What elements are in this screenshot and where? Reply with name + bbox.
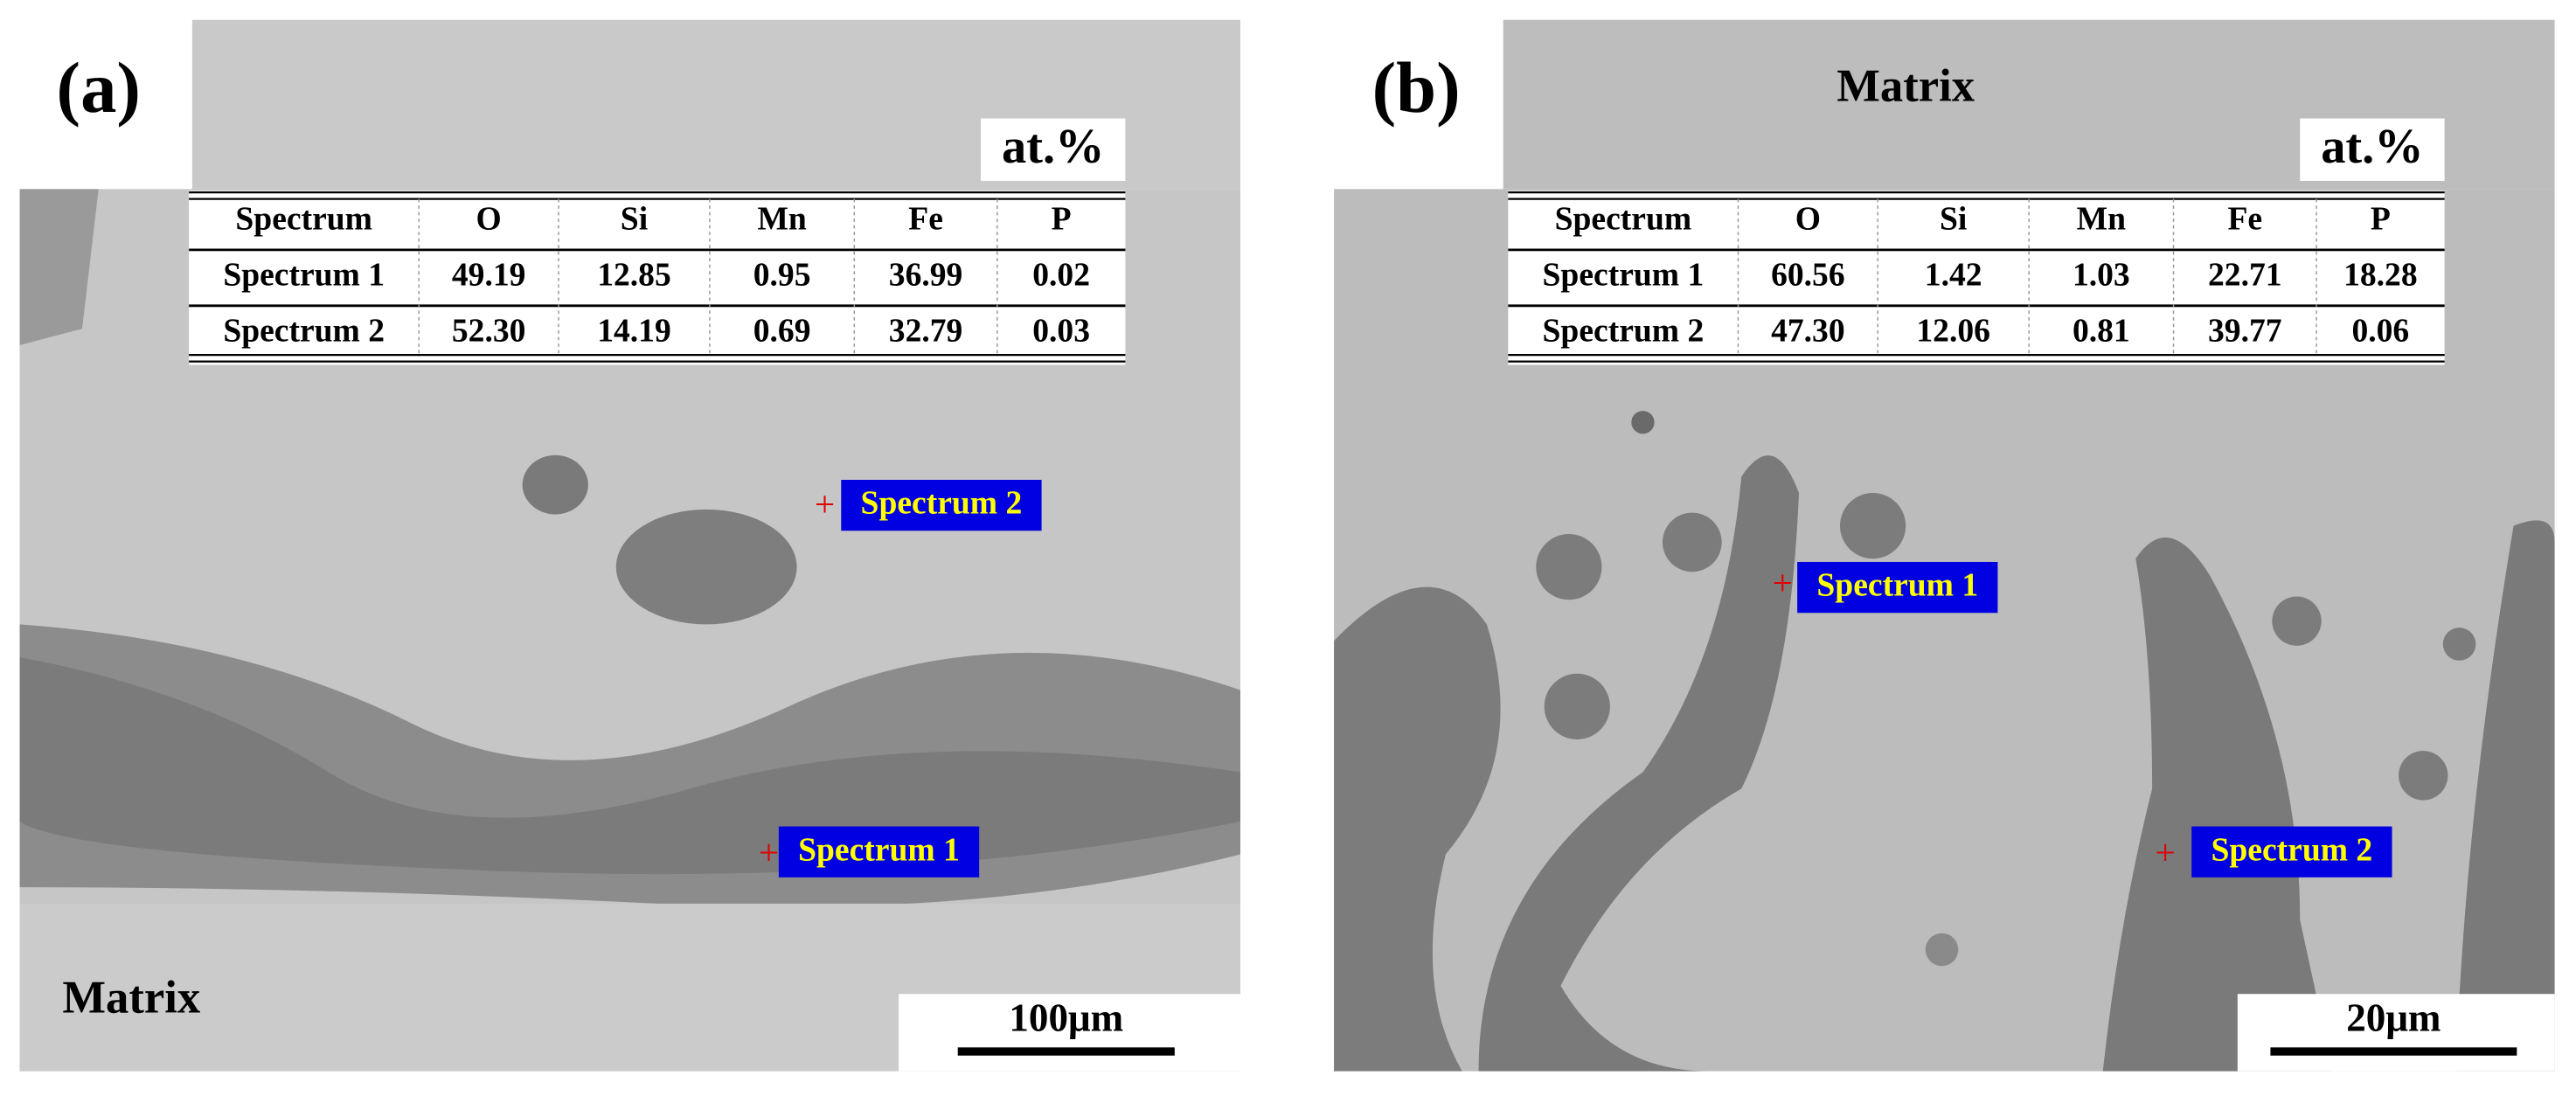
table-cell: 47.30 — [1771, 313, 1845, 349]
point-marker: + — [1773, 563, 1793, 603]
table-cell: 1.42 — [1925, 257, 1982, 293]
table-cell: 18.28 — [2343, 257, 2418, 293]
marker-label-box — [2191, 826, 2392, 877]
table-cell: 39.77 — [2208, 313, 2282, 349]
table-cell: 52.30 — [452, 313, 526, 349]
panel: (b) Matrix at.% Spectrum O Si Mn Fe P Spectrum 1 6… — [1372, 47, 2555, 1072]
table-header: Spectrum — [235, 202, 372, 238]
table-cell: 0.06 — [2351, 313, 2409, 349]
table-cell: 1.03 — [2073, 257, 2130, 293]
table-cell: 60.56 — [1771, 257, 1845, 293]
marker-label: Spectrum 2 — [2211, 832, 2372, 868]
marker-label-box — [841, 480, 1042, 531]
marker-label-box — [1797, 561, 1998, 614]
point-marker: + — [2155, 832, 2175, 872]
data-table: Spectrum O Si Mn Fe P Spectrum 1 60.56 1.42 1.03 2… — [1508, 191, 2445, 365]
marker-label: Spectrum 1 — [1816, 568, 1978, 604]
panel: (a) Matrix at.% Spectrum O Si Mn Fe P Spectrum 1 4… — [57, 47, 1240, 1072]
table-cell: 32.79 — [889, 313, 963, 349]
table-header: Fe — [908, 202, 943, 238]
table-header: O — [476, 202, 502, 238]
scale-bar-box — [2237, 994, 2555, 1072]
point-marker: + — [815, 483, 835, 524]
table-header: P — [2371, 202, 2391, 238]
scale-bar-label: 100μm — [1009, 996, 1123, 1040]
table-cell: 0.03 — [1032, 313, 1090, 349]
point-marker: + — [759, 832, 779, 872]
panel-label: (b) — [1372, 47, 1461, 128]
table-cell: Spectrum 1 — [223, 257, 385, 293]
table-header: Fe — [2227, 202, 2262, 238]
table-bg — [189, 191, 1126, 365]
table-cell: 49.19 — [452, 257, 526, 293]
table-header: Mn — [2077, 202, 2126, 238]
marker-label: Spectrum 2 — [861, 486, 1023, 522]
table-header: Si — [1940, 202, 1967, 238]
marker-label-box — [778, 826, 980, 877]
unit-label: at.% — [1002, 120, 1104, 174]
table-header: Spectrum — [1555, 202, 1692, 238]
panel-label: (a) — [57, 47, 141, 128]
scale-bar-label: 20μm — [2346, 996, 2441, 1040]
table-header: P — [1052, 202, 1072, 238]
data-table: Spectrum O Si Mn Fe P Spectrum 1 49.19 12.85 0.95… — [189, 191, 1126, 365]
unit-box — [981, 118, 1126, 181]
table-cell: 36.99 — [889, 257, 963, 293]
table-cell: 0.95 — [753, 257, 811, 293]
table-header: Mn — [757, 202, 806, 238]
table-cell: 12.85 — [597, 257, 671, 293]
table-cell: Spectrum 1 — [1543, 257, 1705, 293]
table-cell: Spectrum 2 — [1543, 313, 1705, 349]
table-cell: 0.69 — [753, 313, 811, 349]
table-header: Si — [621, 202, 648, 238]
unit-label: at.% — [2321, 120, 2423, 174]
scale-bar-box — [899, 994, 1240, 1072]
table-header: O — [1795, 202, 1821, 238]
table-cell: 0.81 — [2073, 313, 2130, 349]
table-cell: Spectrum 2 — [223, 313, 385, 349]
region-label: Matrix — [62, 973, 200, 1023]
table-cell: 14.19 — [597, 313, 671, 349]
table-cell: 0.02 — [1032, 257, 1090, 293]
table-bg — [1508, 191, 2445, 365]
unit-box — [2300, 118, 2445, 181]
table-cell: 22.71 — [2208, 257, 2282, 293]
marker-label: Spectrum 1 — [798, 832, 960, 868]
region-label: Matrix — [1837, 61, 1975, 112]
table-cell: 12.06 — [1916, 313, 1990, 349]
